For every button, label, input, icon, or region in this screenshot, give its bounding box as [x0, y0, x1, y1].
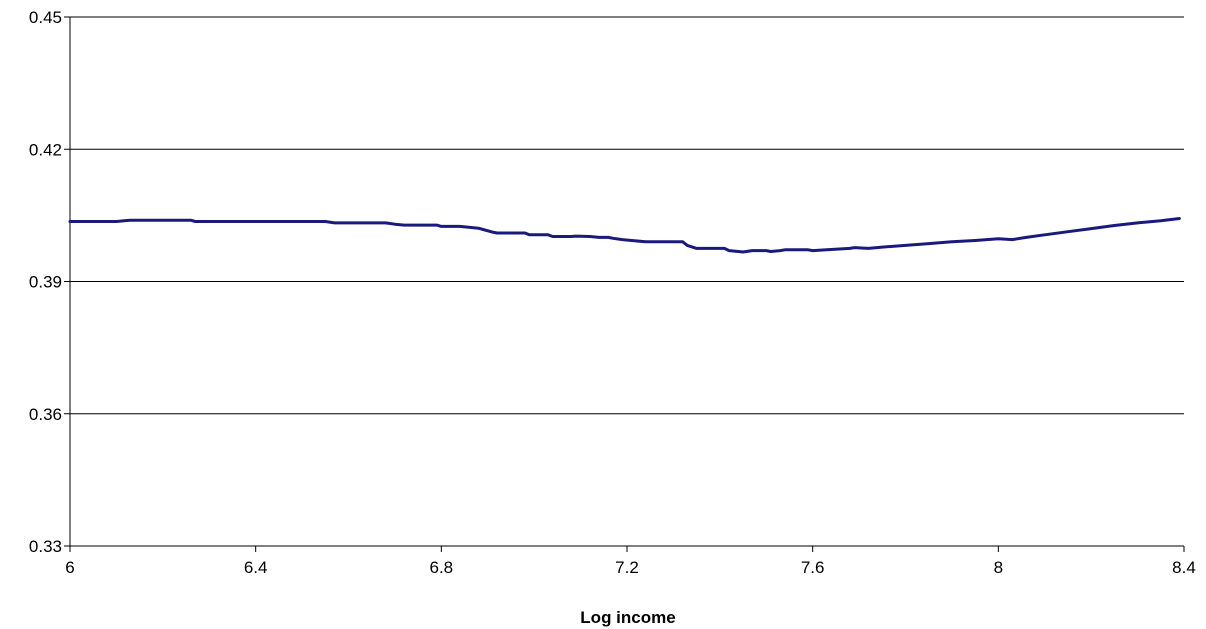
- series-line-0: [68, 217, 1181, 254]
- x-tick-labels: 6 6.4 6.8 7.2 7.6 8 8.4: [65, 558, 1196, 577]
- x-tick-label: 7.6: [801, 558, 825, 577]
- y-tick-labels: 0.45 0.42 0.39 0.36 0.33: [29, 8, 62, 556]
- x-axis-title: Log income: [580, 608, 675, 627]
- axes: [64, 16, 1185, 552]
- x-tick-label: 7.2: [615, 558, 639, 577]
- x-tick-label: 6.4: [244, 558, 268, 577]
- series-layer: [68, 217, 1181, 254]
- x-tick-label: 6: [65, 558, 74, 577]
- x-tick-label: 8.4: [1172, 558, 1196, 577]
- x-tick-label: 8: [994, 558, 1003, 577]
- y-tick-label: 0.36: [29, 405, 62, 424]
- gridlines: [70, 16, 1184, 415]
- y-tick-label: 0.42: [29, 140, 62, 159]
- y-tick-label: 0.39: [29, 273, 62, 292]
- y-tick-label: 0.45: [29, 8, 62, 27]
- x-tick-label: 6.8: [430, 558, 454, 577]
- y-tick-label: 0.33: [29, 537, 62, 556]
